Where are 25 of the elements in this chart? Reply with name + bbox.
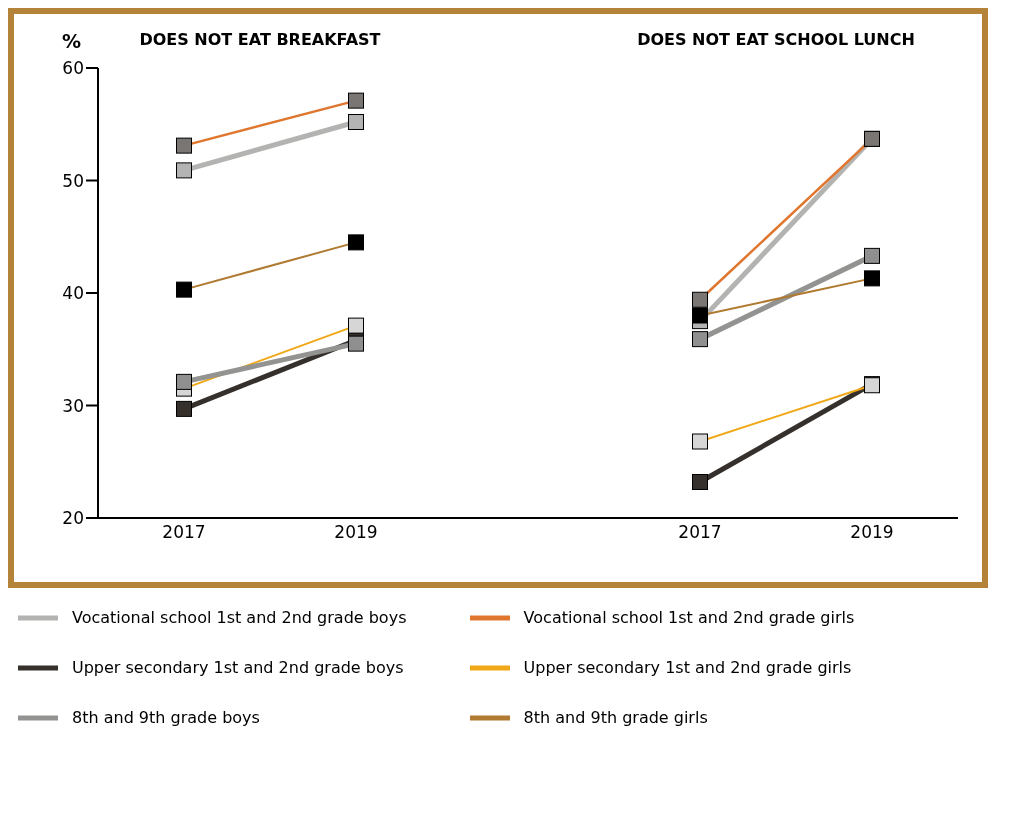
y-axis-title: % [62,30,82,52]
point [176,400,192,417]
point [864,247,880,264]
legend-label: Vocational school 1st and 2nd grade girls [523,607,855,627]
legend-label: 8th and 9th grade girls [523,707,708,727]
text: DOES NOT EAT BREAKFAST [139,30,381,49]
point [176,373,192,390]
y-tick-label: 30 [62,395,84,416]
point [692,474,708,490]
legend-label: Upper secondary 1st and 2nd grade boys [72,657,404,677]
x-tick-label: 2019 [850,522,894,543]
x-tick-label: 2017 [162,522,206,543]
y-tick-label: 20 [62,508,84,529]
x-tick-label: 2019 [334,522,378,543]
y-tick-label: 60 [62,58,84,79]
legend-label: 8th and 9th grade boys [72,707,260,727]
x-tick-label: 2017 [678,522,722,543]
y-tick-label: 50 [62,170,84,191]
y-tick-label: 40 [62,283,84,304]
point [176,162,192,179]
legend-label: Vocational school 1st and 2nd grade boys [72,607,407,627]
text: DOES NOT EAT SCHOOL LUNCH [636,30,916,49]
legend-label: Upper secondary 1st and 2nd grade girls [523,657,852,677]
point [348,114,364,130]
point [692,331,708,348]
